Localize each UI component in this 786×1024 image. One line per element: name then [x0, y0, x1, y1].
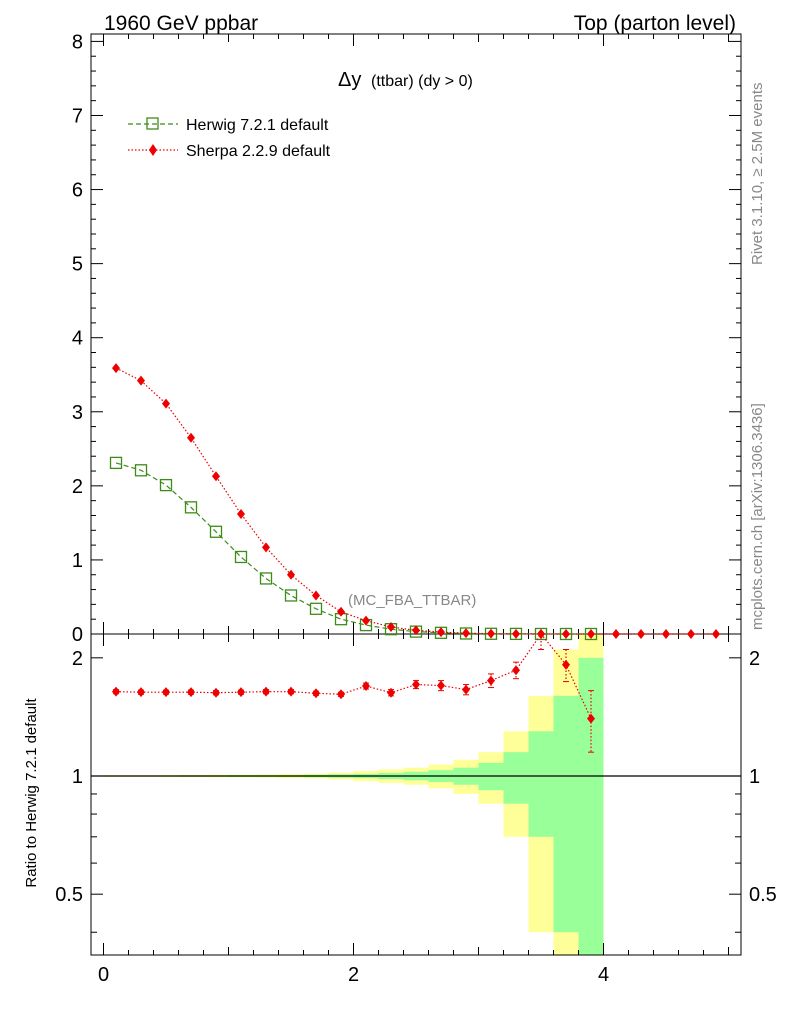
ratio-band-inner: [503, 752, 529, 804]
ratio-xtick-label: 4: [598, 964, 609, 986]
main-ytick-label: 7: [72, 105, 83, 127]
herwig-point: [209, 525, 223, 538]
herwig-point: [559, 627, 573, 641]
sherpa-point: [187, 432, 195, 443]
herwig-point: [184, 501, 198, 514]
ratio-point: [537, 629, 545, 639]
ratio-point: [362, 681, 370, 692]
main-ytick-label: 4: [72, 328, 83, 350]
legend-sherpa-marker: [149, 144, 157, 156]
main-ytick-label: 2: [72, 476, 83, 498]
herwig-point: [309, 602, 323, 615]
main-ytick-label: 5: [72, 254, 83, 276]
mcplots-label: mcplots.cern.ch [arXiv:1306.3436]: [749, 403, 766, 630]
sherpa-point: [662, 629, 670, 639]
sherpa-point: [362, 615, 370, 626]
main-ytick-label: 3: [72, 402, 83, 424]
sherpa-point: [587, 628, 595, 639]
herwig-point: [534, 627, 548, 641]
plot-title-main: Δy: [338, 69, 361, 91]
herwig-point: [134, 464, 148, 477]
ratio-ytick-label-left: 0.5: [55, 884, 83, 906]
ratio-band-inner: [553, 695, 579, 933]
herwig-point: [159, 478, 173, 492]
sherpa-point: [687, 629, 695, 639]
right-title: Top (parton level): [574, 12, 736, 35]
ratio-point: [337, 689, 345, 700]
sherpa-point: [262, 542, 270, 553]
ratio-xtick-label: 2: [348, 964, 359, 986]
ratio-point: [187, 687, 195, 698]
ratio-point: [262, 686, 270, 697]
ratio-point: [237, 687, 245, 698]
ratio-point: [312, 688, 320, 699]
sherpa-point: [637, 629, 645, 639]
sherpa-point: [212, 471, 220, 482]
plot-title-sub: (ttbar) (dy > 0): [371, 73, 473, 90]
herwig-point: [109, 456, 123, 470]
sherpa-point: [287, 569, 295, 580]
herwig-point: [234, 550, 248, 564]
ratio-ytick-label-right: 0.5: [749, 884, 777, 906]
left-title: 1960 GeV ppbar: [104, 12, 258, 35]
sherpa-point: [612, 629, 620, 639]
ratio-point: [587, 713, 595, 724]
sherpa-point: [712, 629, 720, 639]
ratio-ylabel: Ratio to Herwig 7.2.1 default: [23, 698, 40, 888]
ratio-ytick-label-right: 2: [749, 648, 760, 670]
ratio-point: [412, 679, 420, 690]
legend: Herwig 7.2.1 default Sherpa 2.2.9 defaul…: [128, 117, 331, 160]
ratio-point: [487, 675, 495, 686]
analysis-tag: (MC_FBA_TTBAR): [348, 592, 476, 609]
rivet-label: Rivet 3.1.10, ≥ 2.5M events: [749, 83, 766, 266]
ratio-ytick-label-left: 2: [72, 648, 83, 670]
sherpa-point: [562, 628, 570, 639]
sherpa-point: [137, 375, 145, 386]
sherpa-point: [162, 398, 170, 409]
sherpa-point: [437, 627, 445, 638]
ratio-point: [462, 684, 470, 695]
ratio-band-inner: [528, 731, 554, 837]
herwig-line: [115, 462, 592, 635]
sherpa-point: [112, 363, 120, 374]
ratio-point: [387, 687, 395, 698]
ratio-point: [212, 687, 220, 698]
herwig-point: [259, 572, 273, 585]
main-ytick-label: 0: [72, 624, 83, 646]
legend-herwig-marker: [146, 117, 159, 130]
ratio-band-inner: [578, 657, 604, 955]
herwig-point: [284, 589, 298, 602]
ratio-line: [115, 633, 592, 719]
ratio-point: [287, 686, 295, 697]
legend-sherpa-label: Sherpa 2.2.9 default: [186, 143, 331, 160]
ratio-point: [512, 665, 520, 676]
sherpa-point: [512, 628, 520, 639]
ratio-point: [162, 687, 170, 698]
sherpa-point: [412, 625, 420, 636]
herwig-point: [584, 627, 598, 641]
sherpa-point: [337, 606, 345, 617]
ratio-point: [437, 680, 445, 691]
sherpa-point: [387, 621, 395, 632]
ratio-point: [112, 686, 120, 697]
ratio-ytick-label-left: 1: [72, 766, 83, 788]
ratio-ytick-label-right: 1: [749, 766, 760, 788]
sherpa-point: [237, 509, 245, 519]
sherpa-point: [462, 628, 470, 639]
main-ytick-label: 8: [72, 31, 83, 53]
main-ytick-label: 6: [72, 180, 83, 202]
ratio-xtick-label: 0: [98, 964, 109, 986]
ratio-point: [562, 659, 570, 670]
main-ytick-label: 1: [72, 550, 83, 572]
sherpa-point: [487, 628, 495, 639]
legend-herwig-label: Herwig 7.2.1 default: [186, 117, 329, 134]
ratio-point: [137, 687, 145, 698]
sherpa-point: [312, 590, 320, 601]
